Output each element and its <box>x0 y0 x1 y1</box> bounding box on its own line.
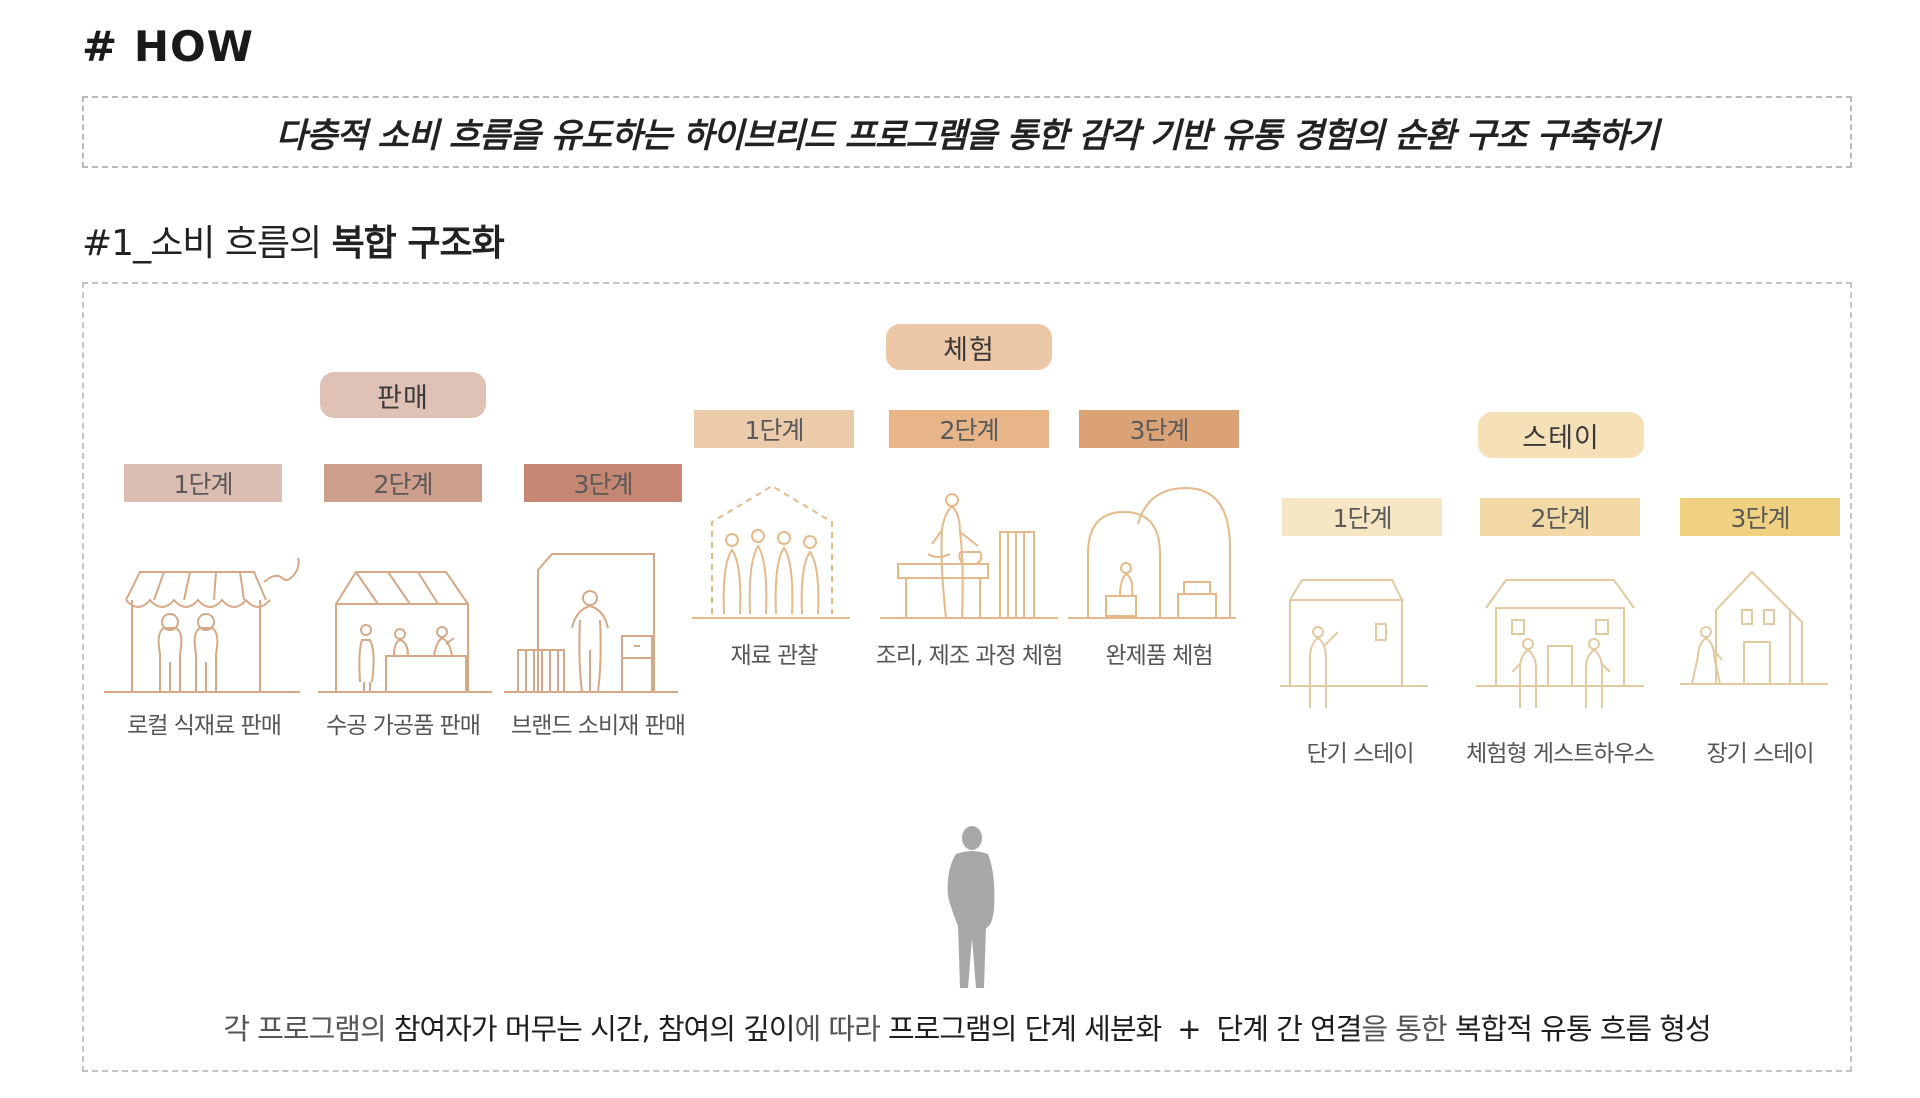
caption-stay-2: 체험형 게스트하우스 <box>1466 741 1655 767</box>
bottom-summary: 각 프로그램의 참여자가 머무는 시간, 참여의 깊이에 따라 프로그램의 단계… <box>84 1006 1850 1048</box>
summary-part-3: 을 통한 <box>1361 1012 1455 1046</box>
short-stay-illustration <box>1280 574 1430 714</box>
finished-product-illustration <box>1068 484 1238 624</box>
caption-sales-1: 로컬 식재료 판매 <box>127 713 282 739</box>
stage-stay-3: 3단계 <box>1680 498 1840 536</box>
goal-text: 다층적 소비 흐름을 유도하는 하이브리드 프로그램을 통한 감각 기반 유통 … <box>275 115 1659 156</box>
guesthouse-illustration <box>1476 574 1646 714</box>
stage-experience-2: 2단계 <box>889 410 1049 448</box>
stage-experience-3: 3단계 <box>1079 410 1239 448</box>
cooking-illustration <box>880 492 1060 624</box>
caption-sales-3: 브랜드 소비재 판매 <box>511 713 686 739</box>
diagram-frame: 판매 1단계 2단계 3단계 <box>82 282 1852 1072</box>
observation-illustration <box>692 482 852 624</box>
caption-experience-2: 조리, 제조 과정 체험 <box>875 643 1064 669</box>
stage-stay-2: 2단계 <box>1480 498 1640 536</box>
plus-sign: + <box>1177 1012 1201 1046</box>
visitor-silhouette <box>936 824 1006 990</box>
long-stay-illustration <box>1680 570 1830 710</box>
caption-stay-1: 단기 스테이 <box>1306 741 1414 767</box>
group-pill-sales: 판매 <box>320 372 486 418</box>
stage-sales-1: 1단계 <box>124 464 282 502</box>
section-title-emphasis: 복합 구조화 <box>331 223 505 264</box>
how-title: # HOW <box>82 22 254 71</box>
summary-part-2: 에 따라 <box>794 1012 888 1046</box>
market-stall-illustration <box>104 542 304 698</box>
brand-store-illustration <box>504 540 680 698</box>
group-pill-stay: 스테이 <box>1478 412 1644 458</box>
caption-stay-3: 장기 스테이 <box>1706 741 1814 767</box>
summary-part-1: 각 프로그램의 <box>223 1012 394 1046</box>
summary-emphasis-1: 참여자가 머무는 시간, 참여의 깊이 <box>393 1012 796 1046</box>
caption-experience-1: 재료 관찰 <box>730 643 819 669</box>
group-pill-experience: 체험 <box>886 324 1052 370</box>
summary-emphasis-2: 프로그램의 단계 세분화 <box>887 1012 1162 1046</box>
stage-experience-1: 1단계 <box>694 410 854 448</box>
craft-shop-illustration <box>318 552 494 698</box>
summary-emphasis-4: 복합적 유통 흐름 형성 <box>1454 1012 1712 1046</box>
stage-stay-1: 1단계 <box>1282 498 1442 536</box>
goal-box: 다층적 소비 흐름을 유도하는 하이브리드 프로그램을 통한 감각 기반 유통 … <box>82 96 1852 168</box>
summary-emphasis-3: 단계 간 연결 <box>1216 1012 1363 1046</box>
caption-sales-2: 수공 가공품 판매 <box>326 713 481 739</box>
stage-sales-2: 2단계 <box>324 464 482 502</box>
caption-experience-3: 완제품 체험 <box>1105 643 1213 669</box>
stage-sales-3: 3단계 <box>524 464 682 502</box>
section-title-prefix: #1_소비 흐름의 <box>82 223 332 264</box>
section-title: #1_소비 흐름의 복합 구조화 <box>82 214 505 266</box>
